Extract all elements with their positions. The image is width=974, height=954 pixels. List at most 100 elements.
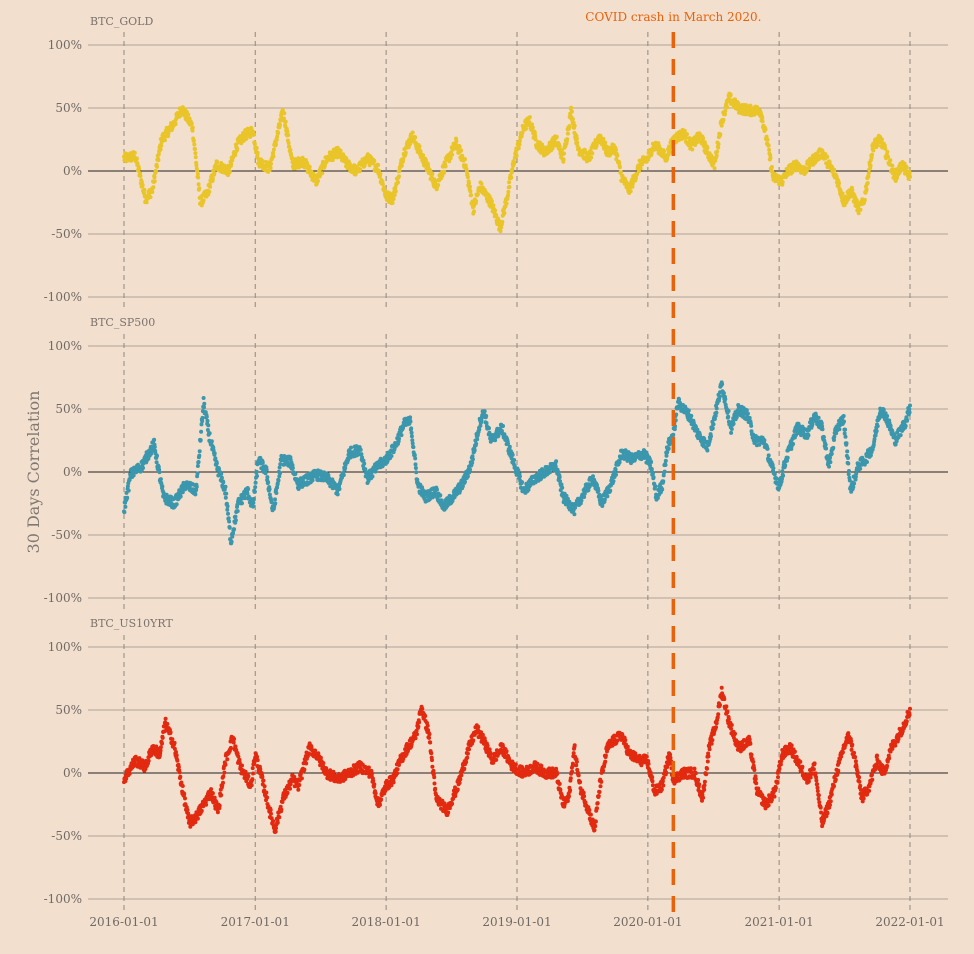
data-point (253, 480, 258, 485)
data-point (557, 144, 562, 149)
data-point (207, 189, 212, 194)
scatter-points (122, 91, 912, 234)
data-point (845, 449, 850, 454)
data-point (225, 504, 230, 509)
data-point (666, 446, 671, 451)
data-point (251, 500, 256, 505)
data-point (265, 475, 270, 480)
data-point (302, 767, 307, 772)
data-point (182, 791, 187, 796)
data-point (392, 193, 397, 198)
data-point (791, 442, 796, 446)
data-point (586, 153, 591, 157)
data-point (649, 467, 654, 471)
data-point (233, 744, 238, 749)
data-point (613, 467, 618, 472)
data-point (831, 445, 836, 450)
data-point (264, 790, 269, 795)
data-point (197, 453, 202, 458)
data-point (881, 407, 886, 412)
data-point (397, 436, 401, 441)
data-point (185, 807, 190, 812)
data-point (155, 164, 159, 169)
data-point (530, 125, 535, 130)
data-point (423, 158, 428, 163)
data-point (630, 184, 635, 189)
data-point (716, 142, 721, 147)
data-point (358, 447, 363, 452)
data-point (684, 135, 689, 140)
data-point (401, 157, 406, 162)
data-point (213, 456, 218, 461)
data-point (240, 763, 244, 768)
data-point (175, 758, 180, 763)
data-point (397, 174, 401, 179)
data-point (721, 117, 726, 122)
data-point (617, 165, 622, 170)
data-point (393, 185, 398, 190)
data-point (837, 427, 842, 432)
data-point (410, 130, 415, 135)
data-point (436, 183, 441, 187)
data-point (872, 437, 877, 442)
data-point (170, 737, 175, 742)
data-point (296, 787, 301, 792)
data-point (907, 410, 912, 415)
data-point (246, 487, 251, 492)
data-point (463, 157, 467, 162)
data-point (195, 168, 200, 173)
data-point (250, 777, 255, 782)
data-point (318, 755, 323, 760)
data-point (780, 469, 785, 474)
data-point (413, 135, 418, 140)
data-point (264, 467, 269, 472)
data-point (520, 130, 525, 135)
data-point (178, 494, 183, 499)
data-point (582, 495, 587, 499)
data-point (447, 159, 452, 164)
data-point (772, 472, 777, 477)
data-point (726, 414, 731, 419)
data-point (781, 473, 786, 478)
data-point (399, 433, 404, 438)
data-point (687, 136, 692, 141)
data-point (124, 776, 129, 781)
data-point (591, 474, 595, 479)
data-point (212, 451, 217, 456)
data-point (393, 189, 398, 194)
data-point (851, 485, 856, 490)
data-point (285, 790, 290, 795)
data-point (554, 134, 559, 139)
data-point (816, 415, 821, 420)
data-point (235, 509, 240, 514)
data-point (299, 776, 304, 781)
panel-title: BTC_US10YRT (90, 617, 173, 630)
data-point (387, 195, 391, 199)
data-point (769, 165, 774, 169)
data-point (628, 189, 633, 194)
data-point (251, 132, 256, 137)
y-tick-label: 0% (63, 766, 82, 780)
data-point (290, 466, 295, 470)
data-point (239, 141, 244, 146)
data-point (421, 153, 426, 158)
data-point (689, 413, 694, 418)
data-point (615, 153, 620, 158)
data-point (122, 510, 127, 515)
data-point (144, 200, 149, 205)
y-tick-label: 50% (55, 402, 82, 416)
data-point (569, 109, 574, 114)
data-point (507, 180, 512, 185)
data-point (762, 438, 767, 443)
data-point (438, 493, 443, 498)
data-point (362, 461, 367, 466)
data-point (160, 735, 165, 740)
data-point (874, 429, 879, 433)
data-point (457, 144, 462, 149)
data-point (721, 391, 726, 396)
data-point (479, 181, 484, 186)
data-point (498, 229, 503, 234)
data-point (418, 149, 423, 154)
data-point (195, 471, 200, 476)
data-point (517, 474, 522, 479)
